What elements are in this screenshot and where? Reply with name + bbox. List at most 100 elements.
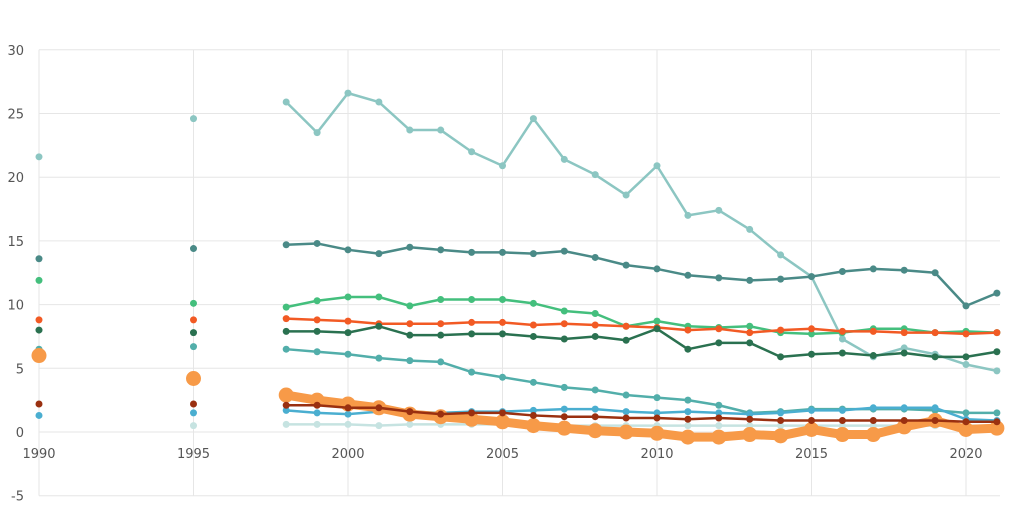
data-point[interactable]: [746, 410, 754, 418]
data-point[interactable]: [653, 317, 661, 325]
data-point[interactable]: [962, 418, 970, 426]
data-point[interactable]: [282, 401, 290, 409]
data-point[interactable]: [808, 350, 815, 358]
data-point[interactable]: [958, 421, 974, 437]
data-point[interactable]: [715, 325, 723, 333]
data-point[interactable]: [190, 299, 197, 307]
data-point[interactable]: [406, 243, 414, 251]
data-point[interactable]: [931, 269, 939, 277]
data-point[interactable]: [869, 404, 877, 412]
data-point[interactable]: [437, 358, 445, 366]
data-point[interactable]: [437, 246, 445, 254]
data-point[interactable]: [313, 297, 321, 305]
data-point[interactable]: [468, 409, 476, 417]
data-point[interactable]: [344, 410, 352, 418]
data-point[interactable]: [622, 414, 630, 422]
data-point[interactable]: [622, 261, 630, 269]
data-point[interactable]: [838, 349, 846, 357]
data-point[interactable]: [437, 320, 445, 328]
data-point[interactable]: [190, 343, 197, 351]
data-point[interactable]: [313, 129, 321, 137]
data-point[interactable]: [993, 418, 1001, 426]
data-point[interactable]: [838, 406, 846, 414]
data-point[interactable]: [715, 414, 723, 422]
data-point[interactable]: [838, 335, 846, 343]
data-point[interactable]: [993, 289, 1001, 297]
data-point[interactable]: [406, 408, 414, 416]
data-point[interactable]: [900, 404, 908, 412]
data-point[interactable]: [344, 350, 352, 358]
data-point[interactable]: [622, 408, 630, 416]
data-point[interactable]: [838, 417, 846, 425]
data-point[interactable]: [499, 373, 506, 381]
data-point[interactable]: [499, 409, 506, 417]
data-point[interactable]: [684, 396, 692, 404]
data-point[interactable]: [313, 239, 321, 247]
data-point[interactable]: [344, 246, 352, 254]
data-point[interactable]: [468, 148, 476, 156]
data-point[interactable]: [838, 327, 846, 335]
data-point[interactable]: [529, 378, 537, 386]
data-point[interactable]: [282, 303, 290, 311]
data-point[interactable]: [900, 344, 908, 352]
data-point[interactable]: [777, 251, 785, 259]
data-point[interactable]: [931, 404, 939, 412]
data-point[interactable]: [464, 411, 480, 427]
data-point[interactable]: [560, 383, 568, 391]
data-point[interactable]: [468, 318, 476, 326]
data-point[interactable]: [525, 418, 541, 434]
data-point[interactable]: [468, 296, 476, 304]
data-point[interactable]: [560, 413, 568, 421]
data-point[interactable]: [684, 211, 692, 219]
data-point[interactable]: [437, 410, 445, 418]
data-point[interactable]: [993, 348, 1001, 356]
data-point[interactable]: [993, 367, 1001, 375]
data-point[interactable]: [375, 422, 383, 430]
data-point[interactable]: [499, 330, 506, 338]
data-point[interactable]: [468, 330, 476, 338]
data-point[interactable]: [282, 315, 290, 323]
data-point[interactable]: [896, 419, 912, 435]
data-point[interactable]: [715, 339, 723, 347]
data-point[interactable]: [35, 316, 43, 324]
data-point[interactable]: [468, 368, 476, 376]
data-point[interactable]: [375, 404, 383, 412]
data-point[interactable]: [711, 429, 727, 445]
data-point[interactable]: [834, 427, 850, 443]
data-point[interactable]: [989, 420, 1005, 436]
data-point[interactable]: [591, 321, 599, 329]
data-point[interactable]: [653, 409, 661, 417]
data-point[interactable]: [591, 310, 599, 318]
data-point[interactable]: [499, 318, 506, 326]
data-point[interactable]: [529, 411, 537, 419]
data-point[interactable]: [406, 357, 414, 365]
data-point[interactable]: [777, 275, 785, 283]
data-point[interactable]: [993, 329, 1001, 337]
data-point[interactable]: [804, 421, 819, 437]
data-point[interactable]: [808, 417, 815, 425]
data-point[interactable]: [777, 409, 785, 417]
data-point[interactable]: [808, 273, 815, 281]
data-point[interactable]: [282, 241, 290, 249]
data-point[interactable]: [529, 250, 537, 258]
data-point[interactable]: [282, 345, 290, 353]
data-point[interactable]: [560, 247, 568, 255]
data-point[interactable]: [962, 330, 970, 338]
data-point[interactable]: [344, 293, 352, 301]
data-point[interactable]: [406, 420, 414, 428]
data-point[interactable]: [35, 255, 43, 263]
data-point[interactable]: [715, 274, 723, 282]
data-point[interactable]: [962, 302, 970, 310]
data-point[interactable]: [865, 427, 881, 443]
data-point[interactable]: [684, 415, 692, 423]
data-point[interactable]: [282, 406, 290, 414]
data-point[interactable]: [962, 360, 970, 368]
data-point[interactable]: [313, 327, 321, 335]
data-point[interactable]: [869, 417, 877, 425]
data-point[interactable]: [406, 331, 414, 339]
data-point[interactable]: [715, 422, 723, 430]
data-point[interactable]: [684, 326, 692, 334]
data-point[interactable]: [746, 329, 754, 337]
data-point[interactable]: [591, 253, 599, 261]
data-point[interactable]: [746, 339, 754, 347]
